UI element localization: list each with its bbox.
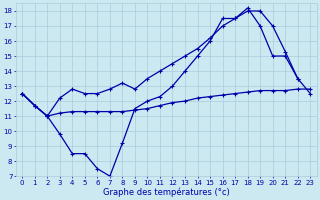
X-axis label: Graphe des températures (°c): Graphe des températures (°c)	[103, 187, 230, 197]
